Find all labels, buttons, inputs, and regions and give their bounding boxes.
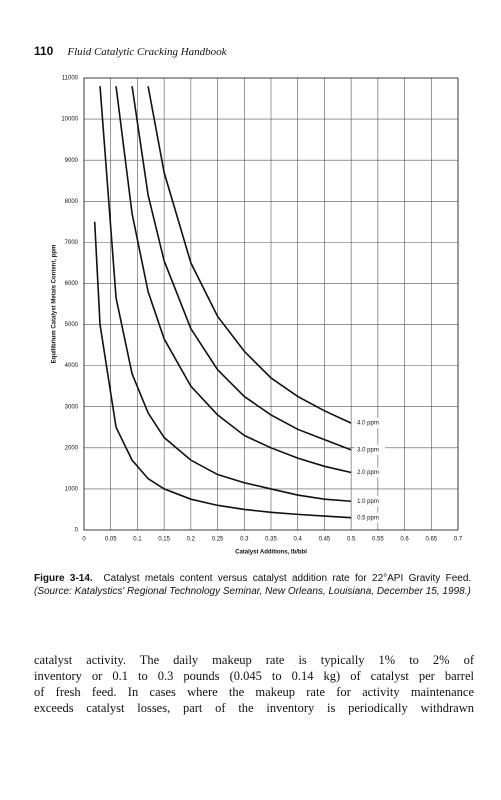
legend-label: 3.0 ppm bbox=[357, 447, 379, 453]
y-tick-label: 11000 bbox=[62, 76, 79, 82]
y-tick-label: 4000 bbox=[65, 363, 79, 369]
series-line bbox=[115, 86, 352, 474]
x-tick-label: 0.65 bbox=[425, 537, 437, 543]
legend-box bbox=[355, 496, 386, 507]
x-tick-label: 0.4 bbox=[294, 537, 303, 543]
legend-label: 4.0 ppm bbox=[357, 421, 379, 427]
series-line bbox=[93, 221, 352, 519]
figure-caption: Figure 3-14. Catalyst metals content ver… bbox=[34, 572, 474, 598]
body-text: catalyst activity. The daily makeup rate… bbox=[34, 652, 474, 716]
x-tick-label: 0.1 bbox=[133, 537, 142, 543]
y-tick-label: 6000 bbox=[65, 281, 79, 287]
x-tick-label: 0.45 bbox=[319, 537, 331, 543]
legend-label: 1.0 ppm bbox=[357, 499, 379, 505]
legend-box bbox=[355, 444, 386, 455]
body-line: exceeds catalyst losses, part of the inv… bbox=[34, 701, 474, 715]
x-tick-label: 0.7 bbox=[454, 537, 463, 543]
series-line bbox=[99, 86, 352, 503]
book-title: Fluid Catalytic Cracking Handbook bbox=[67, 46, 227, 58]
caption-label: Figure 3-14. bbox=[34, 573, 93, 584]
x-tick-label: 0.35 bbox=[265, 537, 277, 543]
y-tick-label: 3000 bbox=[65, 404, 79, 410]
x-tick-label: 0.5 bbox=[347, 537, 356, 543]
running-header: 110 Fluid Catalytic Cracking Handbook bbox=[34, 44, 227, 59]
legend-label: 0.5 ppm bbox=[357, 515, 379, 521]
x-tick-label: 0.05 bbox=[105, 537, 117, 543]
y-tick-label: 7000 bbox=[65, 240, 79, 246]
caption-text: Catalyst metals content versus catalyst … bbox=[103, 573, 472, 584]
y-tick-label: 10000 bbox=[61, 117, 78, 123]
x-tick-label: 0.25 bbox=[212, 537, 224, 543]
x-tick-label: 0.2 bbox=[187, 537, 196, 543]
plot-frame bbox=[83, 77, 459, 531]
caption-source: (Source: Katalystics' Regional Technolog… bbox=[34, 586, 471, 597]
body-line: of fresh feed. In cases where the makeup… bbox=[34, 685, 474, 699]
legend-box bbox=[355, 467, 386, 478]
x-tick-label: 0 bbox=[82, 537, 86, 543]
x-axis-label: Catalyst Additions, lb/bbl bbox=[235, 550, 307, 556]
legend-label: 2.0 ppm bbox=[357, 470, 379, 476]
series-line bbox=[131, 86, 352, 451]
legend-box bbox=[355, 512, 386, 523]
x-tick-label: 0.15 bbox=[158, 537, 170, 543]
x-tick-label: 0.6 bbox=[400, 537, 409, 543]
page-number: 110 bbox=[34, 44, 54, 58]
x-tick-label: 0.3 bbox=[240, 537, 249, 543]
body-line: catalyst activity. The daily makeup rate… bbox=[34, 653, 474, 667]
y-axis-label: Equilibrium Catalyst Metals Content, ppm bbox=[52, 245, 58, 364]
body-line: inventory or 0.1 to 0.3 pounds (0.045 to… bbox=[34, 669, 474, 683]
y-tick-label: 5000 bbox=[65, 322, 79, 328]
legend-box bbox=[355, 418, 386, 429]
x-tick-label: 0.55 bbox=[372, 537, 384, 543]
y-tick-label: 1000 bbox=[65, 486, 79, 492]
series-line bbox=[147, 86, 352, 424]
y-tick-label: 2000 bbox=[65, 445, 79, 451]
y-tick-label: 0 bbox=[75, 528, 79, 534]
y-tick-label: 8000 bbox=[65, 199, 79, 205]
y-tick-label: 9000 bbox=[65, 158, 79, 164]
